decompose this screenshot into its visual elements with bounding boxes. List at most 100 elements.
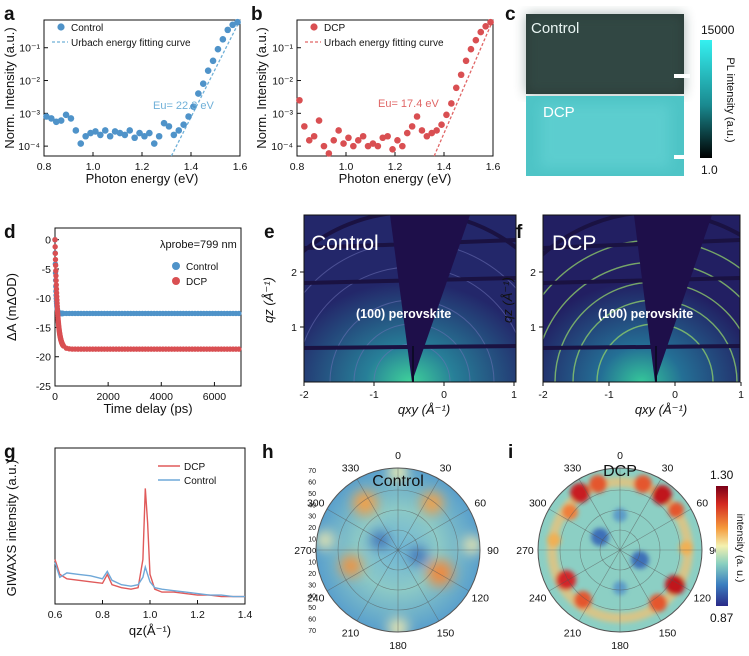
y-tick-label: -10: [36, 293, 51, 305]
polar-colorbar-max: 1.30: [710, 468, 734, 482]
panel-d-chart: 0 2000 4000 6000 0 -5 -10 -15 -20 -25 λprobe=799 …: [4, 227, 242, 416]
data-point: [165, 123, 173, 130]
data-point: [53, 282, 59, 288]
x-tick-label: 0.8: [37, 161, 52, 173]
polar-spoke: [619, 549, 692, 592]
y-tick-label: 10⁻⁴: [271, 141, 293, 153]
y-tick-label: 10⁻³: [272, 108, 293, 120]
legend-label-control: Control: [186, 262, 218, 273]
radial-tick-label: 40: [308, 502, 316, 509]
series-line-dcp: [54, 488, 245, 598]
polar-colorbar: [716, 486, 728, 606]
x-tick-label: -1: [604, 389, 613, 401]
radial-tick-label: 20: [308, 525, 316, 532]
polar-spoke: [397, 508, 470, 551]
data-point: [195, 90, 202, 97]
radial-tick-label: 30: [308, 582, 316, 589]
polar-angle-label: 150: [437, 627, 455, 639]
data-point: [301, 123, 308, 130]
data-point: [146, 129, 153, 137]
polar-spoke: [578, 478, 621, 551]
panel-d-ticks: 0 2000 4000 6000 0 -5 -10 -15 -20 -25: [36, 235, 226, 403]
panel-f-xlabel: qxy (Å⁻¹): [635, 402, 687, 417]
panel-a-legend: Control Urbach energy fitting curve: [52, 23, 191, 49]
panel-d-frame: [54, 227, 242, 387]
polar-angle-label: 210: [342, 627, 360, 639]
panel-a-fit-curve: [170, 19, 241, 157]
panel-e-ticks: -2 -1 0 1 1 2: [291, 267, 517, 401]
polar-spoke: [397, 549, 440, 622]
legend-label-dcp: DCP: [324, 23, 345, 34]
x-tick-label: 0.8: [95, 609, 110, 621]
legend-marker-control: [57, 23, 65, 31]
scale-bar-control: [674, 74, 690, 78]
data-point: [77, 140, 85, 147]
y-tick-label: 1: [530, 322, 536, 334]
data-point: [457, 71, 465, 79]
data-point: [72, 127, 80, 134]
data-point: [92, 128, 99, 135]
x-tick-label: 1.4: [238, 609, 253, 621]
panel-g-xlabel: qz(Å⁻¹): [129, 623, 171, 638]
panel-label-b: b: [251, 4, 263, 25]
polar-colorbar-min: 0.87: [710, 611, 734, 625]
data-point: [131, 134, 138, 142]
x-tick-label: -2: [299, 389, 308, 401]
data-point: [418, 127, 426, 134]
polar-angle-label: 300: [307, 498, 325, 510]
data-point: [209, 57, 217, 65]
panel-b-ylabel: Norm. Intensity (a.u.): [254, 27, 269, 148]
data-point: [438, 121, 445, 128]
data-point: [214, 45, 222, 53]
data-point: [199, 80, 207, 88]
polar-angle-label: 30: [440, 463, 452, 475]
data-point: [354, 137, 362, 144]
x-tick-label: 1: [511, 389, 517, 401]
data-point: [67, 115, 75, 122]
x-tick-label: 4000: [150, 391, 174, 403]
panel-label-f: f: [516, 222, 523, 243]
polar-spoke: [548, 508, 621, 551]
radial-tick-label: 10: [308, 559, 316, 566]
data-point: [150, 140, 158, 147]
polar-angle-label: 300: [529, 498, 547, 510]
polar-spoke: [619, 549, 662, 622]
panel-b-points: [296, 18, 494, 157]
y-tick-label: 1: [291, 322, 297, 334]
polar-spoke: [397, 549, 470, 592]
radial-tick-label: 50: [308, 491, 316, 498]
data-point: [52, 250, 59, 257]
data-point: [53, 277, 59, 284]
polar-angle-label: 30: [662, 463, 674, 475]
data-point: [236, 346, 242, 352]
polar-angle-label: 240: [529, 593, 547, 605]
x-tick-label: 0: [672, 389, 678, 401]
panel-a-points: [43, 18, 241, 147]
data-point: [160, 119, 168, 127]
data-point: [320, 142, 328, 150]
pl-map-dcp-label: DCP: [543, 104, 575, 121]
data-point: [296, 96, 303, 104]
polar-angle-label: 60: [474, 498, 486, 510]
pl-colorbar-max: 15000: [701, 23, 735, 37]
data-point: [53, 286, 60, 292]
data-point: [364, 142, 372, 150]
polar-spoke: [619, 508, 692, 551]
x-tick-label: 1.4: [437, 161, 452, 173]
data-point: [82, 132, 89, 140]
data-point: [101, 127, 109, 134]
polar-angle-label: 120: [694, 593, 712, 605]
data-point: [155, 132, 163, 140]
data-point: [97, 131, 104, 139]
panel-f-ticks: -2 -1 0 1 1 2: [530, 267, 744, 401]
panel-b-chart: 0.8 1.0 1.2 1.4 1.6 10⁻⁴ 10⁻³ 10⁻² 10⁻¹ DCP Urba…: [254, 18, 500, 186]
polar-angle-label: 180: [611, 640, 629, 652]
panel-b-legend: DCP Urbach energy fitting curve: [305, 23, 444, 49]
x-tick-label: 0: [52, 391, 58, 403]
data-point: [204, 67, 212, 74]
polar-angle-label: 210: [564, 627, 582, 639]
panel-g-ylabel: GIWAXS intensity (a.u.): [4, 460, 19, 597]
data-point: [62, 111, 70, 119]
panel-label-c: c: [505, 4, 516, 25]
